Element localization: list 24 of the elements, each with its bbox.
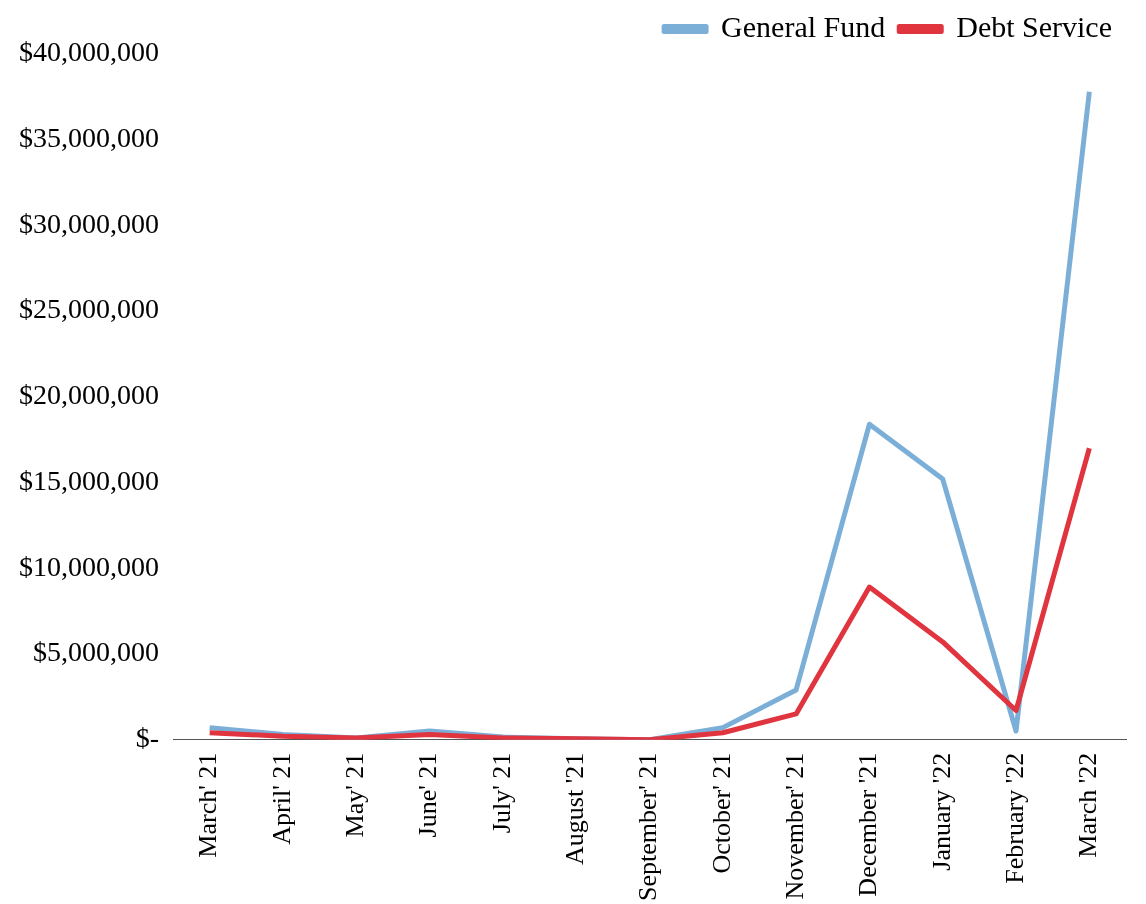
legend-label: Debt Service — [956, 9, 1113, 43]
x-tick-label: August '21 — [560, 752, 590, 865]
x-tick-label: January '22 — [926, 752, 956, 871]
y-tick-label: $30,000,000 — [19, 207, 159, 239]
y-tick-label: $10,000,000 — [19, 550, 159, 582]
x-tick-label: December '21 — [853, 752, 883, 897]
y-tick-label: $25,000,000 — [19, 293, 159, 325]
x-tick-label: June' 21 — [413, 752, 443, 838]
x-tick-label: February '22 — [999, 752, 1029, 884]
y-tick-label: $35,000,000 — [19, 122, 159, 154]
x-tick-label: November' 21 — [779, 752, 809, 900]
y-tick-label: $5,000,000 — [33, 636, 159, 668]
x-tick-label: May' 21 — [340, 752, 370, 838]
x-tick-label: October' 21 — [706, 752, 736, 874]
x-tick-label: March' 21 — [193, 752, 223, 858]
y-tick-label: $40,000,000 — [19, 36, 159, 68]
x-tick-label: April' 21 — [266, 752, 296, 845]
legend-label: General Fund — [721, 9, 886, 43]
x-tick-label: March '22 — [1073, 752, 1103, 858]
y-tick-label: $20,000,000 — [19, 379, 159, 411]
y-tick-label: $- — [135, 721, 159, 753]
x-tick-label: September' 21 — [633, 752, 663, 901]
y-tick-label: $15,000,000 — [19, 464, 159, 496]
x-tick-label: July' 21 — [486, 752, 516, 834]
